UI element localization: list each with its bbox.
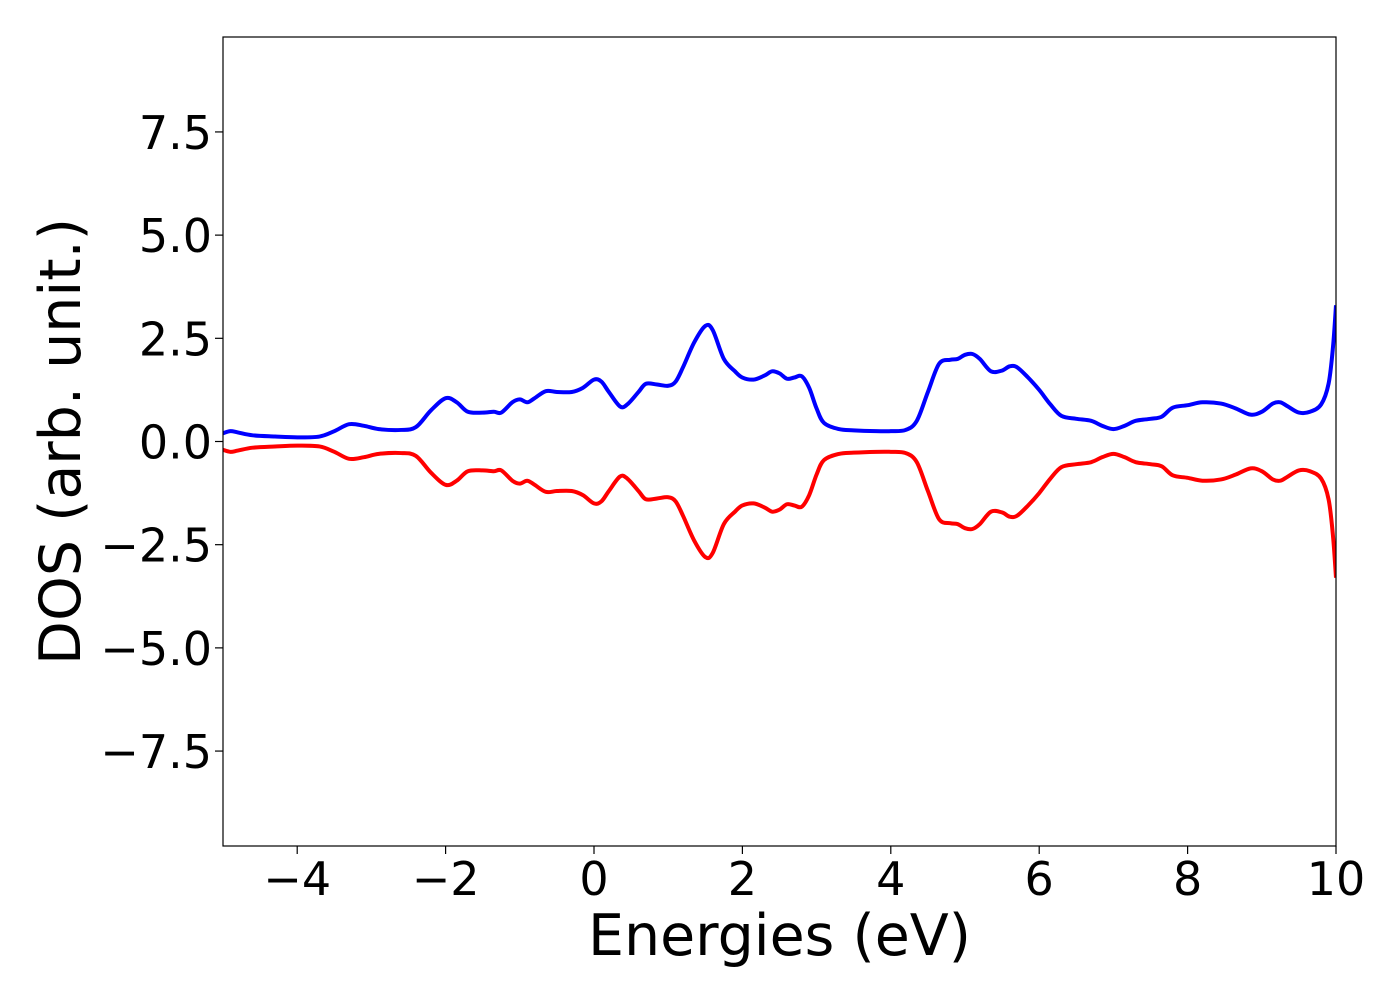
series-line-2 <box>223 443 1336 578</box>
x-tick-label: 0 <box>579 852 608 906</box>
x-tick-label: 10 <box>1307 852 1366 906</box>
y-tick-label: 0.0 <box>139 416 212 470</box>
y-tick-label: −7.5 <box>100 725 212 779</box>
y-tick-label: 2.5 <box>139 312 212 366</box>
y-tick-label: −5.0 <box>100 622 212 676</box>
x-tick-label: −4 <box>263 852 331 906</box>
y-tick-label: 5.0 <box>139 209 212 263</box>
y-axis: −7.5 −5.0 −2.5 0.0 2.5 5.0 7.5 <box>100 106 223 779</box>
x-tick-label: 6 <box>1025 852 1054 906</box>
x-tick-label: 4 <box>876 852 905 906</box>
series-layer <box>223 305 1336 578</box>
series-line-1 <box>223 305 1336 440</box>
x-axis-label: Energies (eV) <box>588 903 971 969</box>
y-tick-label: 7.5 <box>139 106 212 160</box>
x-tick-label: 8 <box>1173 852 1202 906</box>
x-axis: −4 −2 0 2 4 6 8 10 <box>263 846 1365 906</box>
y-axis-label: DOS (arb. unit.) <box>28 218 94 665</box>
x-tick-label: −2 <box>412 852 480 906</box>
x-tick-label: 2 <box>728 852 757 906</box>
y-tick-label: −2.5 <box>100 519 212 573</box>
